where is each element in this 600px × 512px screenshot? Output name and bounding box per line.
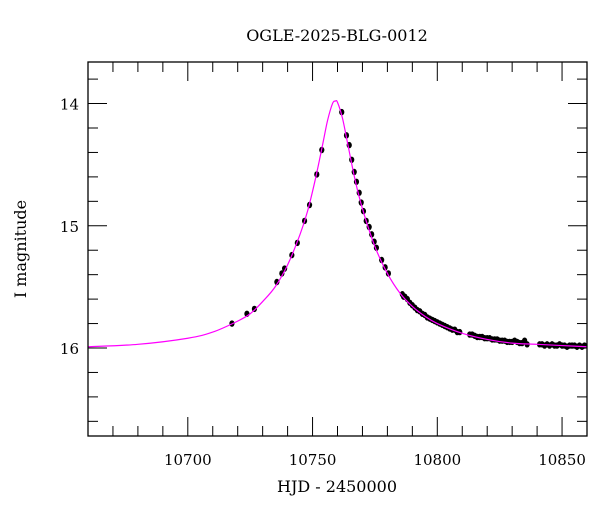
x-tick-label: 10850 xyxy=(538,451,586,469)
data-points xyxy=(229,108,588,350)
y-tick-label: 14 xyxy=(60,96,79,114)
model-curve xyxy=(87,99,588,348)
y-tick-label: 15 xyxy=(60,218,79,236)
x-tick-label: 10700 xyxy=(164,451,212,469)
data-point xyxy=(279,270,285,277)
data-point xyxy=(282,265,288,272)
axis-ticks: 10700 10750 10800 10850 14 15 16 xyxy=(60,62,588,469)
x-tick-label: 10800 xyxy=(413,451,461,469)
x-tick-label: 10750 xyxy=(289,451,337,469)
x-axis-label: HJD - 2450000 xyxy=(277,477,397,496)
y-tick-label: 16 xyxy=(60,340,79,358)
data-point xyxy=(274,278,280,286)
y-axis-label: I magnitude xyxy=(11,200,30,298)
plot-frame xyxy=(87,61,588,437)
data-point xyxy=(581,342,588,349)
chart-title: OGLE-2025-BLG-0012 xyxy=(246,26,428,45)
